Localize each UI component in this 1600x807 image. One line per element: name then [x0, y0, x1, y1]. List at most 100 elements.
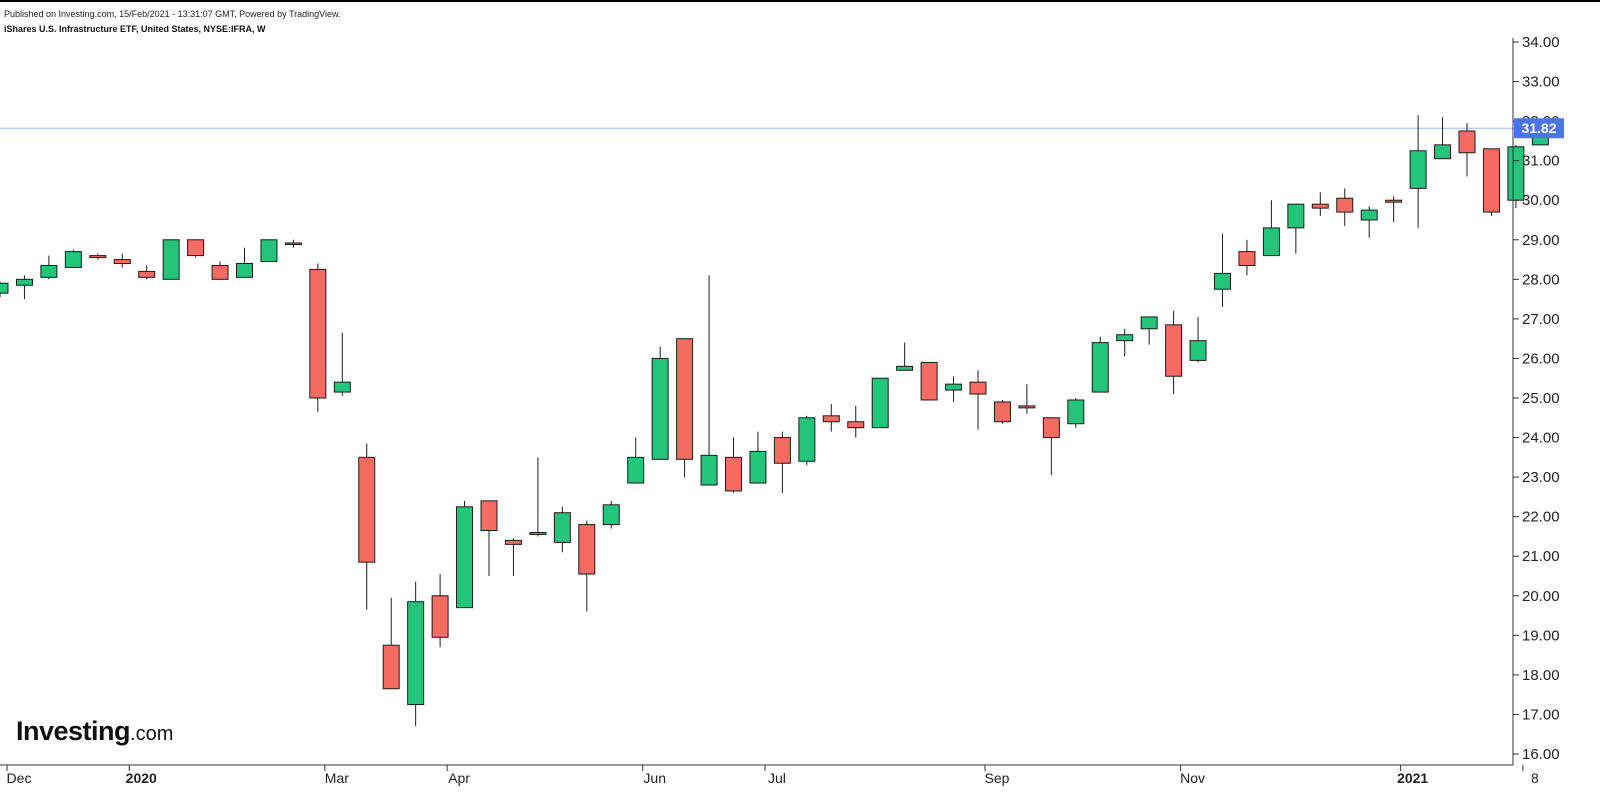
candle-body [1434, 144, 1452, 160]
candle-body [15, 278, 33, 286]
candle [602, 500, 620, 529]
y-tick-label: 25.00 [1522, 390, 1560, 407]
candle [578, 520, 596, 612]
x-tick-label: Apr [448, 770, 470, 786]
candle-body [0, 282, 9, 294]
candle-body [969, 381, 987, 395]
x-tick-label: Nov [1180, 770, 1205, 786]
candle-body [847, 421, 865, 429]
candle-body [1091, 342, 1109, 393]
candle [64, 249, 82, 268]
candles [0, 115, 1549, 727]
candle-body [749, 450, 767, 484]
published-note: Published on Investing.com, 15/Feb/2021 … [4, 9, 341, 19]
candle [773, 431, 791, 493]
candle-body [1287, 203, 1305, 229]
y-tick-label: 18.00 [1522, 667, 1560, 684]
candle-body [113, 259, 131, 265]
x-tick-label: Dec [7, 770, 32, 786]
candle-body [1140, 316, 1158, 330]
y-tick-label: 20.00 [1522, 588, 1560, 605]
candle-body [1067, 399, 1085, 425]
candle-body [627, 456, 645, 484]
candle [1116, 328, 1134, 357]
candle-body [236, 263, 253, 278]
candle [1189, 316, 1207, 363]
candle [480, 500, 498, 576]
candle-body [284, 242, 302, 246]
candle-body [1042, 417, 1060, 439]
y-tick-label: 34.00 [1522, 34, 1560, 51]
last-price-badge-bg [1514, 118, 1564, 139]
y-tick-label: 24.00 [1522, 430, 1560, 447]
time-axis: Dec 2020 Mar Apr Jun Jul Sep Nov 2021 8 [0, 764, 1539, 786]
candle-body [407, 601, 425, 706]
y-tick-label: 31.00 [1522, 153, 1560, 170]
candle-body [1214, 272, 1231, 290]
candle-body [700, 454, 718, 486]
candle [1409, 115, 1427, 228]
x-tick-label: Jun [643, 770, 666, 786]
candle [725, 437, 742, 493]
y-tick-label: 22.00 [1522, 509, 1560, 526]
candle [1140, 316, 1158, 345]
candle [553, 506, 571, 553]
candle-body [1336, 197, 1354, 213]
candle-body [1116, 334, 1134, 342]
x-tick-label: 2020 [126, 770, 157, 786]
candle [138, 265, 156, 280]
candle [1287, 203, 1305, 254]
candle [1262, 200, 1280, 257]
candle-body [651, 357, 669, 460]
candle-body [553, 512, 571, 543]
candle [1165, 310, 1183, 395]
candle [89, 253, 107, 260]
candle-body [676, 338, 694, 460]
candle [993, 399, 1011, 424]
candle [1091, 336, 1109, 393]
y-tick-label: 33.00 [1522, 74, 1560, 91]
candle [798, 415, 816, 466]
candle-body [1018, 405, 1036, 409]
y-tick-label: 16.00 [1522, 746, 1560, 763]
candle [0, 281, 9, 298]
candle [407, 581, 425, 727]
candle-body [529, 531, 547, 535]
candle [847, 405, 865, 438]
candle-body [187, 239, 205, 257]
candle-body [480, 500, 498, 532]
candle [1360, 206, 1378, 238]
candle [651, 346, 669, 460]
candle-body [822, 415, 840, 423]
candle [676, 338, 694, 478]
candle-body [260, 239, 278, 263]
candle [187, 239, 205, 258]
candle [236, 247, 253, 278]
logo-brand: Investing [16, 716, 131, 746]
candle-body [333, 381, 351, 393]
candle-body [1262, 227, 1280, 257]
y-tick-label: 23.00 [1522, 469, 1560, 486]
candle-body [211, 264, 229, 280]
candle-body [578, 524, 596, 575]
candle [211, 261, 229, 280]
candle [1482, 148, 1500, 217]
candle [456, 500, 474, 609]
y-tick-label: 27.00 [1522, 311, 1560, 328]
candle-body [40, 264, 58, 278]
candle [504, 538, 522, 576]
last-price-badge: 31.82 [1514, 118, 1564, 139]
candle [920, 361, 938, 401]
candle-body [896, 365, 914, 371]
candle [1067, 398, 1085, 428]
candle [40, 255, 58, 280]
candle [1018, 384, 1036, 414]
candle-body [871, 377, 889, 429]
candle-body [138, 270, 156, 278]
candle-body [1385, 199, 1403, 203]
candle-body [1409, 150, 1427, 189]
candle-body [64, 251, 82, 268]
candle-body [456, 506, 474, 609]
candle [113, 253, 131, 268]
